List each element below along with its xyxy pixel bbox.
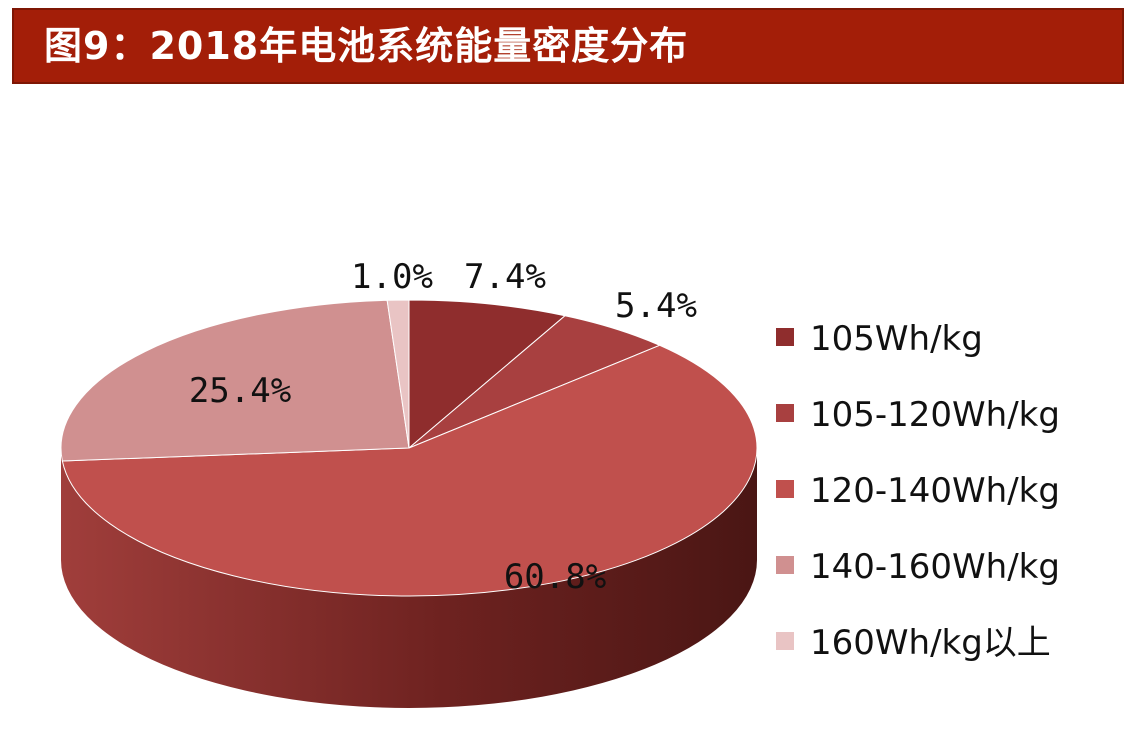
pie-slice-4 — [60, 299, 410, 462]
data-label-1: 7.4% — [464, 257, 546, 297]
legend-swatch-5 — [776, 632, 794, 650]
pie-3d-side — [61, 448, 757, 708]
pie-data-labels: 7.4% 5.4% 60.8% 25.4% 1.0% — [189, 257, 697, 597]
legend-swatch-1 — [776, 328, 794, 346]
chart-title: 图9：2018年电池系统能量密度分布 — [44, 24, 689, 68]
pie-slice-5 — [386, 299, 410, 449]
legend-swatch-2 — [776, 404, 794, 422]
legend-label-4: 140-160Wh/kg — [810, 547, 1060, 587]
title-bar: 图9：2018年电池系统能量密度分布 — [12, 8, 1124, 84]
pie-slice-3 — [61, 344, 758, 597]
data-label-2: 5.4% — [615, 286, 697, 326]
pie-slice-1 — [408, 299, 567, 450]
pie-slices — [60, 299, 758, 597]
data-label-4: 25.4% — [189, 371, 291, 411]
pie-side-wall — [61, 448, 757, 708]
legend-swatch-4 — [776, 556, 794, 574]
legend-swatch-3 — [776, 480, 794, 498]
legend-label-5: 160Wh/kg以上 — [810, 623, 1051, 663]
legend-label-3: 120-140Wh/kg — [810, 471, 1060, 511]
data-label-5: 1.0% — [351, 257, 433, 297]
data-label-3: 60.8% — [504, 557, 606, 597]
legend-label-2: 105-120Wh/kg — [810, 395, 1060, 435]
legend-label-1: 105Wh/kg — [810, 319, 983, 359]
legend: 105Wh/kg 105-120Wh/kg 120-140Wh/kg 140-160W… — [776, 319, 1060, 663]
